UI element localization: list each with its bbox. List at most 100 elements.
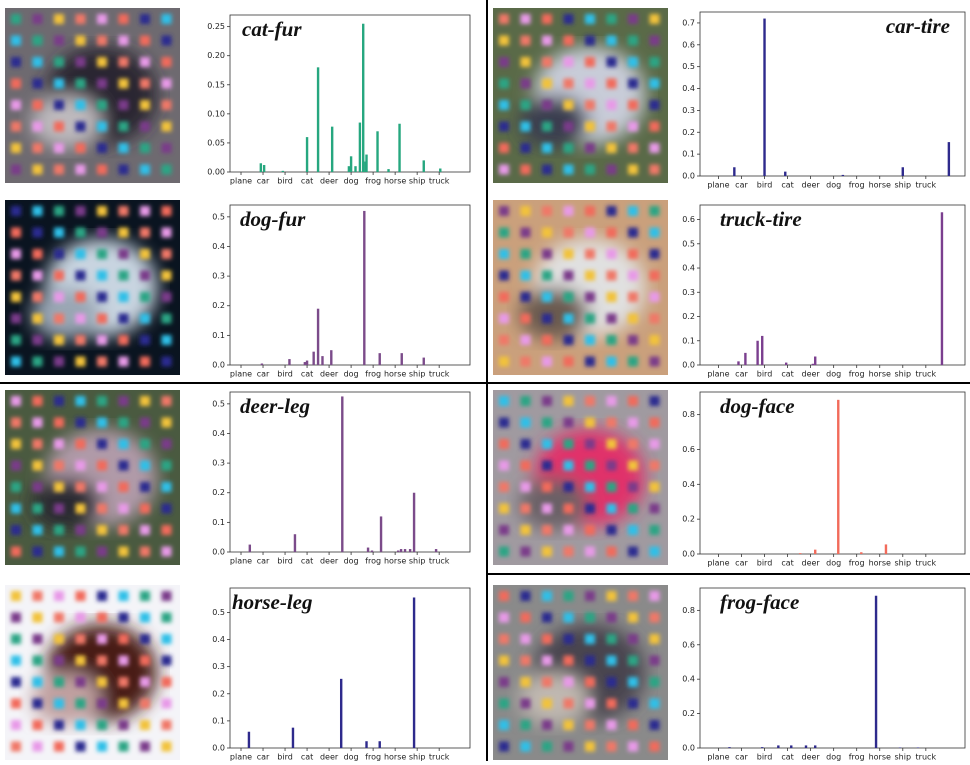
image-dot [33, 335, 43, 345]
x-tick-label: horse [869, 181, 891, 190]
bar [282, 171, 284, 172]
bar [423, 160, 425, 172]
image-dot [585, 249, 595, 259]
image-dot [628, 100, 638, 110]
image-dot [585, 143, 595, 153]
image-dot [650, 292, 660, 302]
image-dot [499, 591, 509, 601]
image-dot [33, 165, 43, 175]
bar [785, 363, 787, 365]
image-dot [628, 79, 638, 89]
image-dot [585, 439, 595, 449]
image-dot [119, 547, 129, 557]
image-dot [76, 482, 86, 492]
x-tick-label: deer [801, 181, 820, 190]
bar [376, 131, 378, 172]
image-dot [585, 613, 595, 623]
image-dot [162, 122, 172, 132]
x-tick-label: truck [429, 177, 450, 186]
image-dot [11, 547, 21, 557]
image-dot [650, 613, 660, 623]
x-tick-label: horse [384, 753, 406, 762]
image-dot [564, 271, 574, 281]
bar [948, 142, 950, 176]
image-dot [564, 292, 574, 302]
y-tick-label: 0.5 [212, 212, 225, 221]
image-dot [542, 699, 552, 709]
bar [397, 551, 399, 552]
image-dot [140, 165, 150, 175]
image-dot [564, 439, 574, 449]
image-dot [564, 634, 574, 644]
image-dot [628, 396, 638, 406]
image-dot [140, 206, 150, 216]
image-dot [542, 742, 552, 752]
x-tick-label: deer [801, 753, 820, 762]
image-dot [119, 228, 129, 238]
image-dot [628, 742, 638, 752]
image-dot [628, 14, 638, 24]
image-dot [542, 57, 552, 67]
image-dot [97, 699, 107, 709]
image-dot [11, 292, 21, 302]
bar [261, 364, 263, 365]
image-dot [119, 482, 129, 492]
image-dot [76, 677, 86, 687]
image-dot [162, 613, 172, 623]
x-tick-label: horse [869, 753, 891, 762]
image-dot [585, 720, 595, 730]
image-dot [607, 613, 617, 623]
x-tick-label: bird [277, 753, 293, 762]
y-tick-label: 0.7 [682, 18, 695, 27]
image-dot [542, 314, 552, 324]
image-dot [119, 14, 129, 24]
image-dot [628, 335, 638, 345]
image-dot [585, 36, 595, 46]
image-dot [585, 292, 595, 302]
image-dot [97, 292, 107, 302]
image-dot [607, 482, 617, 492]
x-tick-label: dog [344, 753, 359, 762]
image-dot [628, 206, 638, 216]
image-dot [607, 742, 617, 752]
image-dot [521, 396, 531, 406]
image-dot [542, 461, 552, 471]
x-tick-label: plane [707, 753, 729, 762]
image-dot [564, 504, 574, 514]
image-dot [140, 57, 150, 67]
y-tick-label: 0.1 [212, 331, 225, 340]
bar [917, 747, 919, 748]
image-dot [585, 677, 595, 687]
x-tick-label: dog [826, 753, 841, 762]
image-dot [650, 720, 660, 730]
image-dot [521, 100, 531, 110]
bar [744, 353, 746, 365]
image-dot [33, 677, 43, 687]
concept-image [493, 390, 668, 565]
bar [401, 353, 403, 365]
concept-image [493, 8, 668, 183]
image-dot [628, 292, 638, 302]
image-dot [140, 656, 150, 666]
image-dot [521, 206, 531, 216]
image-dot [628, 504, 638, 514]
y-tick-label: 0.25 [207, 22, 225, 31]
image-dot [564, 36, 574, 46]
image-dot [628, 547, 638, 557]
image-dot [564, 357, 574, 367]
image-dot [499, 165, 509, 175]
chart-title: dog-face [720, 394, 795, 418]
image-dot [54, 461, 64, 471]
concept-image [5, 390, 180, 565]
image-dot [119, 396, 129, 406]
image-dot [119, 36, 129, 46]
image-dot [162, 36, 172, 46]
image-dot [628, 439, 638, 449]
image-dot [607, 165, 617, 175]
image-dot [54, 439, 64, 449]
x-tick-label: bird [757, 753, 773, 762]
image-dot [564, 396, 574, 406]
image-dot [162, 634, 172, 644]
image-dot [585, 79, 595, 89]
image-dot [11, 656, 21, 666]
